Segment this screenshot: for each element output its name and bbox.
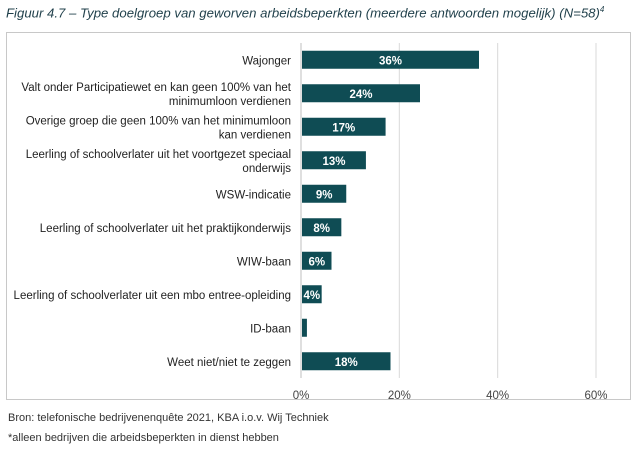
category-label-8: Leerling of schoolverlater uit een mbo e… [14,290,291,302]
bar-7 [302,251,332,270]
bar-1 [302,50,479,69]
bar-2 [302,84,420,103]
category-label-3-line-2: kan verdienen [219,129,291,141]
data-label-4: 13% [322,156,345,168]
data-label-8: 4% [304,290,321,302]
bar-5 [302,184,347,203]
x-tick-label-60: 60% [584,390,607,402]
data-label-7: 6% [308,256,325,268]
bar-3 [302,117,386,136]
bar-6 [302,218,342,237]
data-label-10: 18% [335,357,358,369]
bar-10 [302,352,391,371]
data-label-1: 36% [379,55,402,67]
figure-title-text: Figuur 4.7 – Type doelgroep van geworven… [6,5,600,21]
footnote: *alleen bedrijven die arbeidsbeperkten i… [8,432,279,444]
category-label-5: WSW-indicatie [216,189,291,201]
data-label-6: 8% [313,223,330,235]
category-label-1: Wajonger [242,55,291,67]
category-label-6: Leerling of schoolverlater uit het prakt… [40,223,291,235]
x-tick-label-40: 40% [486,390,509,402]
category-label-3-line-1: Overige groep die geen 100% van het mini… [26,115,291,127]
data-label-2: 24% [349,89,372,101]
category-label-4-line-2: onderwijs [242,163,291,175]
x-tick-label-20: 20% [388,390,411,402]
data-label-3: 17% [332,122,355,134]
data-label-5: 9% [316,189,333,201]
bar-9 [302,318,307,337]
category-label-9: ID-baan [250,323,291,335]
x-tick-label-0: 0% [293,390,310,402]
source-note: Bron: telefonische bedrijvenenquête 2021… [8,412,329,424]
category-label-2-line-1: Valt onder Participatiewet en kan geen 1… [21,82,291,94]
bar-8 [302,285,322,304]
figure-title-footnote: 4 [599,5,605,14]
category-label-10: Weet niet/niet te zeggen [167,357,291,369]
category-label-4-line-1: Leerling of schoolverlater uit het voort… [26,149,291,161]
figure-title: Figuur 4.7 – Type doelgroep van geworven… [6,5,634,20]
category-label-7: WIW-baan [237,256,291,268]
category-label-2-line-2: minimumloon verdienen [169,96,291,108]
bar-4 [302,151,366,170]
